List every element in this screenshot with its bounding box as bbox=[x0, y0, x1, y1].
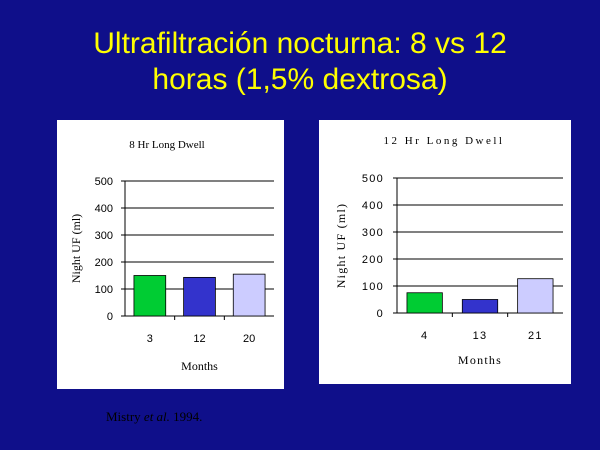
chart-12hr-long-dwell: 12 Hr Long Dwell 0 100 200 300 400 500 4 13 21 Mon… bbox=[334, 135, 563, 367]
chart-8hr-long-dwell: 8 Hr Long Dwell 0 100 200 300 400 500 3 12 20 Mont… bbox=[69, 139, 274, 373]
bar bbox=[133, 275, 167, 317]
category-label: 12 bbox=[193, 333, 205, 345]
bar bbox=[517, 278, 554, 314]
y-tick-label: 400 bbox=[362, 200, 384, 212]
citation-etal: et al. bbox=[143, 409, 170, 424]
chart-title: 8 Hr Long Dwell bbox=[129, 139, 204, 151]
y-tick-label: 100 bbox=[95, 284, 113, 296]
chart-panel-12hr: 12 Hr Long Dwell 0 100 200 300 400 500 4 13 21 Mon… bbox=[319, 120, 571, 384]
category-label: 20 bbox=[243, 333, 255, 345]
y-tick-label: 300 bbox=[95, 230, 113, 242]
category-label: 13 bbox=[473, 330, 488, 342]
y-tick-label: 0 bbox=[107, 311, 113, 323]
y-axis-label: Night UF (ml) bbox=[69, 214, 83, 283]
citation: Mistry et al. 1994. bbox=[106, 409, 202, 425]
y-axis-label: Night UF (ml) bbox=[334, 203, 348, 289]
slide-title-line-2: horas (1,5% dextrosa) bbox=[152, 63, 448, 96]
bar bbox=[406, 292, 443, 314]
citation-author: Mistry bbox=[106, 409, 141, 424]
category-label: 4 bbox=[421, 330, 428, 342]
y-tick-label: 400 bbox=[95, 203, 113, 215]
y-tick-label: 0 bbox=[377, 308, 384, 320]
chart-panel-8hr: 8 Hr Long Dwell 0 100 200 300 400 500 3 12 20 Mont… bbox=[57, 120, 284, 389]
bar bbox=[461, 299, 499, 314]
x-axis-label: Months bbox=[458, 353, 502, 367]
bar bbox=[232, 273, 266, 317]
y-tick-label: 500 bbox=[362, 173, 384, 185]
y-tick-label: 500 bbox=[95, 176, 113, 188]
category-label: 3 bbox=[147, 333, 153, 345]
y-tick-label: 200 bbox=[362, 254, 384, 266]
y-tick-label: 100 bbox=[362, 281, 384, 293]
slide-title: Ultrafiltración nocturna: 8 vs 12 horas … bbox=[0, 26, 600, 98]
citation-year: 1994. bbox=[169, 409, 203, 424]
chart-title: 12 Hr Long Dwell bbox=[384, 135, 505, 147]
category-label: 21 bbox=[528, 330, 543, 342]
slide-title-line-1: Ultrafiltración nocturna: 8 vs 12 bbox=[93, 27, 507, 60]
bar bbox=[183, 276, 216, 317]
y-tick-label: 200 bbox=[95, 257, 113, 269]
x-axis-label: Months bbox=[181, 359, 218, 373]
y-tick-label: 300 bbox=[362, 227, 384, 239]
